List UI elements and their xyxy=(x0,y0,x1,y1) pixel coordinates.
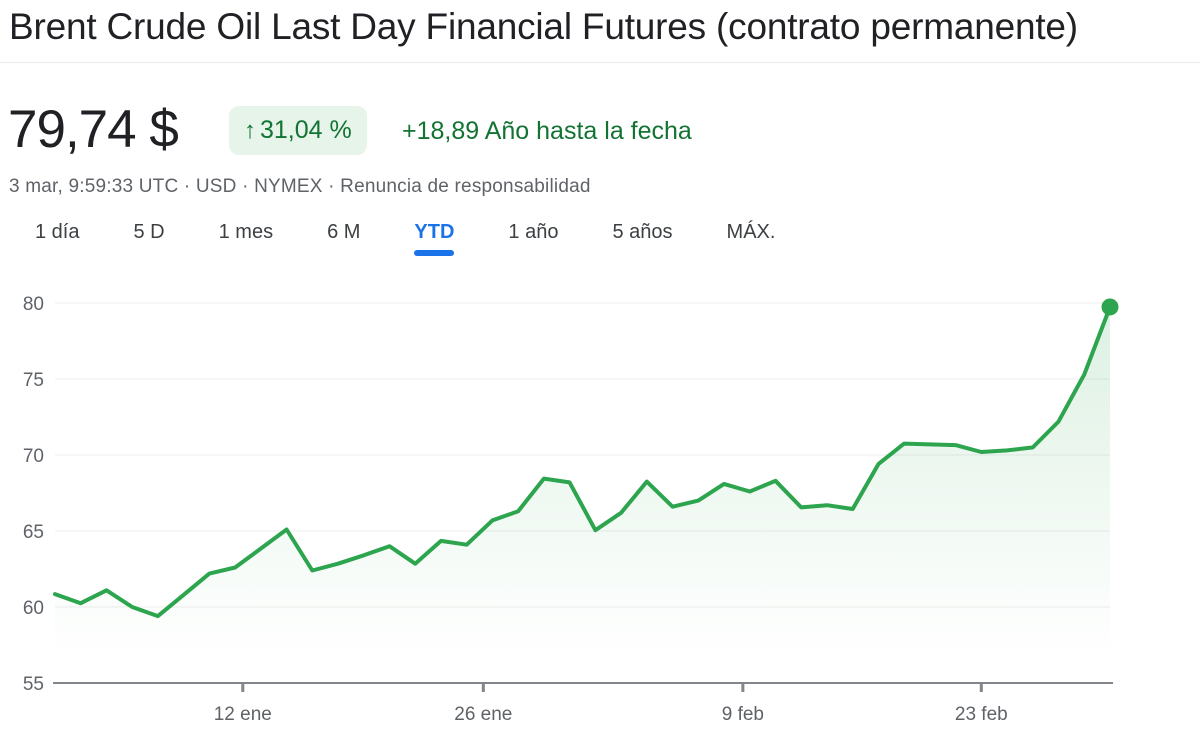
x-axis-label: 26 ene xyxy=(454,704,512,725)
change-percent-value: 31,04 % xyxy=(260,116,352,144)
tab-1-dia[interactable]: 1 día xyxy=(35,222,79,256)
tab-max[interactable]: MÁX. xyxy=(727,222,776,256)
x-axis-label: 9 feb xyxy=(722,704,764,725)
disclaimer-link[interactable]: Renuncia de responsabilidad xyxy=(340,176,591,197)
meta-separator: · xyxy=(322,176,341,197)
arrow-up-icon: ↑ xyxy=(244,116,256,144)
tab-6-m[interactable]: 6 M xyxy=(327,222,360,256)
tab-1-ano[interactable]: 1 año xyxy=(508,222,558,256)
tab-ytd[interactable]: YTD xyxy=(414,222,455,256)
tab-1-mes[interactable]: 1 mes xyxy=(219,222,273,256)
tab-5-d[interactable]: 5 D xyxy=(133,222,164,256)
x-axis-label: 12 ene xyxy=(214,704,272,725)
change-absolute-ytd: +18,89 Año hasta la fecha xyxy=(402,117,692,145)
quote-datetime-exchange: 3 mar, 9:59:33 UTC · USD · NYMEX xyxy=(9,176,323,197)
x-axis-label: 23 feb xyxy=(955,704,1008,725)
tab-5-anos[interactable]: 5 años xyxy=(612,222,672,256)
header-divider xyxy=(0,62,1200,63)
y-axis-label: 65 xyxy=(23,522,44,543)
y-axis-label: 60 xyxy=(23,598,44,619)
y-axis-label: 75 xyxy=(23,370,44,391)
quote-meta: 3 mar, 9:59:33 UTC · USD · NYMEX · Renun… xyxy=(9,176,591,198)
y-axis-label: 70 xyxy=(23,446,44,467)
time-range-tabs: 1 día 5 D 1 mes 6 M YTD 1 año 5 años MÁX. xyxy=(35,222,775,256)
change-percent-badge: ↑ 31,04 % xyxy=(229,106,367,155)
last-price-dot xyxy=(1101,298,1119,316)
area-fill xyxy=(55,307,1110,683)
current-price: 79,74 $ xyxy=(8,100,179,159)
page-title: Brent Crude Oil Last Day Financial Futur… xyxy=(9,6,1078,47)
price-line xyxy=(53,305,1112,619)
y-axis-label: 55 xyxy=(23,674,44,695)
y-axis-label: 80 xyxy=(23,294,44,315)
